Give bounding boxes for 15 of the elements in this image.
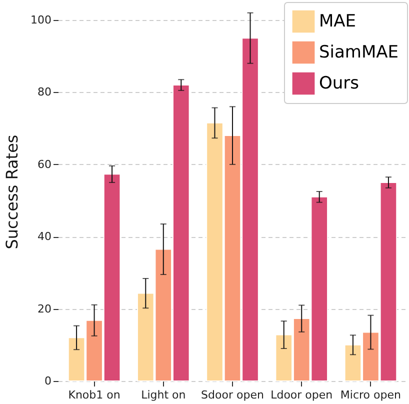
y-tick-label: 100	[30, 14, 52, 27]
y-tick-label: 0	[44, 374, 52, 388]
legend-label: Ours	[319, 74, 360, 94]
x-tick-label: Ldoor open	[270, 388, 333, 402]
y-tick-label: 60	[38, 158, 52, 171]
y-axis-title: Success Rates	[2, 134, 22, 250]
y-tick-label: 40	[38, 230, 52, 244]
x-tick-label: Knob1 on	[68, 388, 120, 402]
legend-label: MAE	[319, 12, 356, 32]
y-tick-label: 80	[38, 86, 52, 99]
x-tick-label: Light on	[141, 388, 186, 402]
x-tick-label: Sdoor open	[201, 388, 264, 402]
legend-label: SiamMAE	[319, 42, 399, 62]
y-tick-label: 20	[38, 302, 52, 316]
x-tick-label: Micro open	[340, 388, 402, 402]
